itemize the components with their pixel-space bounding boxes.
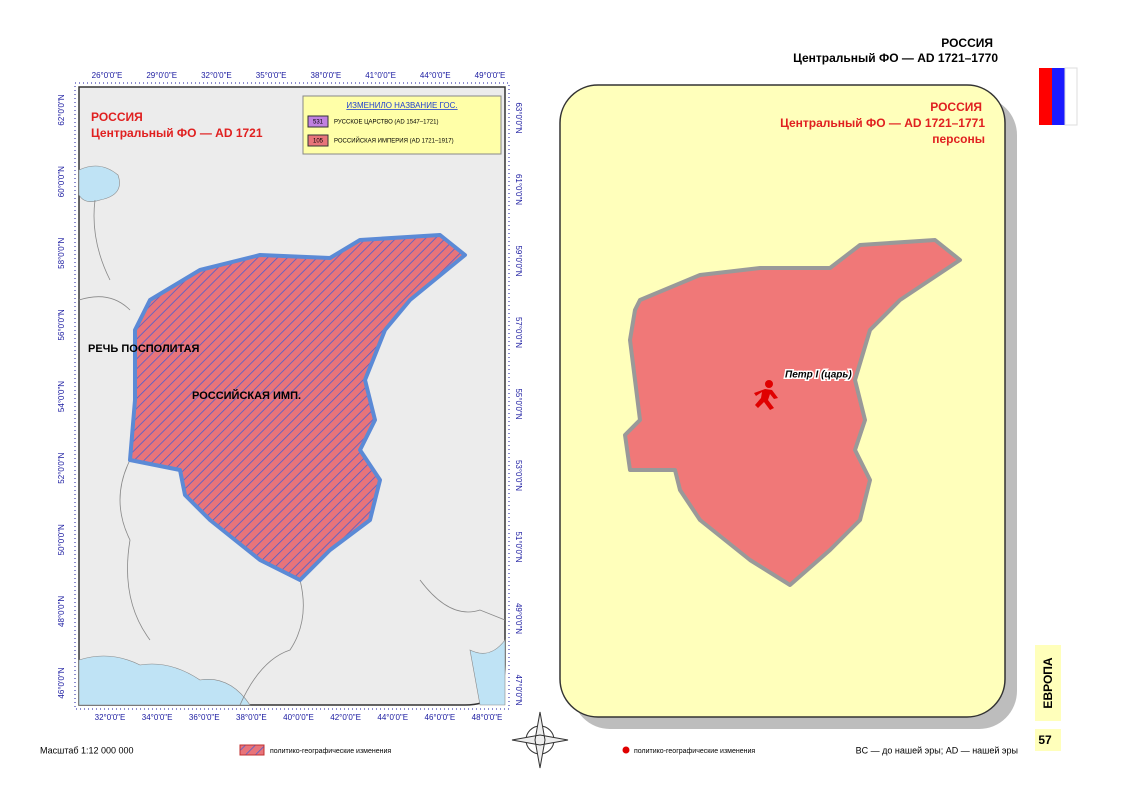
bottom-axis-label: 32°0'0"E xyxy=(95,713,126,722)
territory-hatched xyxy=(128,233,467,582)
left-subtitle: Центральный ФО — AD 1721 xyxy=(91,126,263,140)
top-axis-label: 35°0'0"E xyxy=(256,71,287,80)
bottom-axis-label: 38°0'0"E xyxy=(236,713,267,722)
page-box xyxy=(1035,729,1061,751)
legend-box: ИЗМЕНИЛО НАЗВАНИЕ ГОС. 531 РУССКОЕ ЦАРСТ… xyxy=(302,95,502,155)
right-caption: персоны xyxy=(932,132,985,146)
right-axis-label: 61°0'0"N xyxy=(514,174,523,205)
right-axis-label: 53°0'0"N xyxy=(514,460,523,491)
page-number: 57 xyxy=(1038,733,1052,747)
territory xyxy=(623,238,962,587)
map-label: РЕЧЬ ПОСПОЛИТАЯ xyxy=(88,343,200,355)
left-axis-label: 54°0'0"N xyxy=(57,381,66,412)
legend-code: 105 xyxy=(313,139,324,145)
top-axis-label: 44°0'0"E xyxy=(420,71,451,80)
left-axis-label: 62°0'0"N xyxy=(57,94,66,125)
legend-swatch xyxy=(239,744,265,756)
flag xyxy=(1039,67,1078,126)
bottom-axis-label: 34°0'0"E xyxy=(142,713,173,722)
left-title: РОССИЯ xyxy=(91,110,143,124)
right-title: РОССИЯ xyxy=(930,100,982,114)
person-label: Петр I (царь) xyxy=(785,370,852,381)
left-axis-label: 60°0'0"N xyxy=(57,166,66,197)
legend-code: 531 xyxy=(313,120,324,126)
right-axis-label: 49°0'0"N xyxy=(514,603,523,634)
left-axis-label: 50°0'0"N xyxy=(57,524,66,555)
left-axis-label: 52°0'0"N xyxy=(57,452,66,483)
right-axis-label: 59°0'0"N xyxy=(514,245,523,276)
person-icon xyxy=(754,380,778,410)
legend-label: РОССИЙСКАЯ ИМПЕРИЯ (AD 1721–1917) xyxy=(334,137,454,145)
right-axis-label: 63°0'0"N xyxy=(514,102,523,133)
right-axis-label: 55°0'0"N xyxy=(514,388,523,419)
water xyxy=(78,165,506,706)
borders xyxy=(78,199,506,706)
legend-label: РУССКОЕ ЦАРСТВО (AD 1547–1721) xyxy=(334,120,438,126)
left-axis-label: 56°0'0"N xyxy=(57,309,66,340)
bottom-axis-label: 44°0'0"E xyxy=(377,713,408,722)
right-axis-label: 51°0'0"N xyxy=(514,531,523,562)
legend-title: ИЗМЕНИЛО НАЗВАНИЕ ГОС. xyxy=(346,101,457,110)
region-box xyxy=(1035,645,1061,721)
bottom-axis-label: 42°0'0"E xyxy=(330,713,361,722)
top-axis-label: 29°0'0"E xyxy=(146,71,177,80)
era-note: BC — до нашей эры; AD — нашей эры xyxy=(856,745,1018,755)
header-country: РОССИЯ xyxy=(941,36,993,50)
right-axis-label: 57°0'0"N xyxy=(514,317,523,348)
bottom-axis-label: 46°0'0"E xyxy=(425,713,456,722)
axis-labels: 26°0'0"E 29°0'0"E 32°0'0"E 35°0'0"E 38°0'0"E… xyxy=(57,71,523,722)
left-axis-label: 58°0'0"N xyxy=(57,237,66,268)
legend-dot xyxy=(622,746,630,754)
bottom-axis-label: 48°0'0"E xyxy=(472,713,503,722)
right-axis-label: 47°0'0"N xyxy=(514,674,523,705)
right-subtitle: Центральный ФО — AD 1721–1771 xyxy=(780,116,985,130)
top-axis-label: 32°0'0"E xyxy=(201,71,232,80)
bottom-axis-label: 36°0'0"E xyxy=(189,713,220,722)
top-axis-label: 26°0'0"E xyxy=(92,71,123,80)
scale: Масштаб 1:12 000 000 xyxy=(40,745,134,755)
region: ЕВРОПА xyxy=(1041,657,1055,708)
top-axis-label: 41°0'0"E xyxy=(365,71,396,80)
left-axis-label: 46°0'0"N xyxy=(57,667,66,698)
left-axis-label: 48°0'0"N xyxy=(57,596,66,627)
footer-legend: политико-географические изменения xyxy=(270,748,391,755)
axis-frame xyxy=(74,82,510,710)
top-axis-label: 49°0'0"E xyxy=(475,71,506,80)
top-axis-label: 38°0'0"E xyxy=(311,71,342,80)
header-subtitle: Центральный ФО — AD 1721–1770 xyxy=(793,51,998,65)
map-label: РОССИЙСКАЯ ИМП. xyxy=(192,389,301,402)
compass xyxy=(511,711,569,769)
bottom-axis-label: 40°0'0"E xyxy=(283,713,314,722)
footer-legend: политико-географические изменения xyxy=(634,748,755,755)
